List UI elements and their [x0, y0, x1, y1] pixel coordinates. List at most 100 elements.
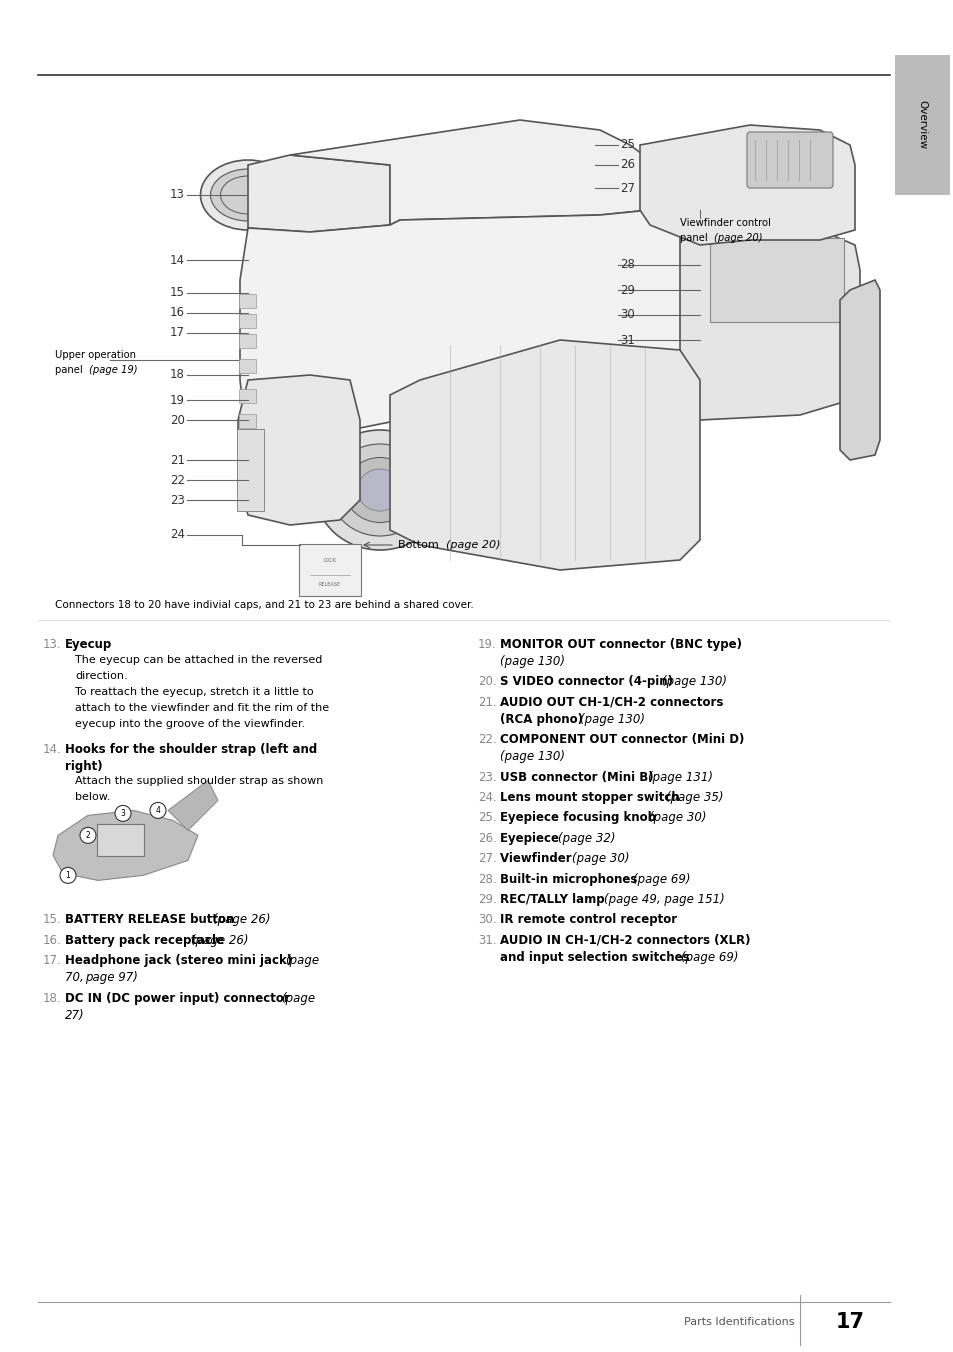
Text: Built-in microphones: Built-in microphones	[499, 872, 640, 886]
Text: 24: 24	[170, 529, 185, 542]
Text: below.: below.	[75, 792, 111, 802]
Circle shape	[60, 868, 76, 883]
Circle shape	[150, 802, 166, 818]
Text: (RCA phono): (RCA phono)	[499, 713, 586, 726]
Text: 20: 20	[170, 414, 185, 426]
Text: (page 130): (page 130)	[499, 750, 564, 763]
Text: 31.: 31.	[477, 934, 497, 946]
Text: 19.: 19.	[477, 638, 497, 652]
Ellipse shape	[345, 457, 415, 522]
Text: 16: 16	[170, 307, 185, 319]
Text: RELEASE: RELEASE	[318, 583, 340, 588]
Text: AUDIO OUT CH-1/CH-2 connectors: AUDIO OUT CH-1/CH-2 connectors	[499, 696, 722, 708]
Text: 14: 14	[170, 254, 185, 266]
Text: USB connector (Mini B): USB connector (Mini B)	[499, 771, 657, 784]
Circle shape	[80, 827, 96, 844]
Text: 17: 17	[835, 1311, 863, 1332]
Text: MONITOR OUT connector (BNC type): MONITOR OUT connector (BNC type)	[499, 638, 741, 652]
Text: REC/TALLY lamp: REC/TALLY lamp	[499, 894, 608, 906]
Text: LOCK: LOCK	[323, 557, 336, 562]
Text: 13: 13	[170, 188, 185, 201]
Text: 18: 18	[170, 369, 185, 381]
Text: 2: 2	[86, 831, 91, 840]
Text: (page 69): (page 69)	[680, 950, 738, 964]
Text: DC IN (DC power input) connector: DC IN (DC power input) connector	[65, 991, 294, 1005]
Text: 4: 4	[155, 806, 160, 815]
Polygon shape	[248, 155, 390, 233]
Text: 14.: 14.	[43, 742, 62, 756]
Text: 17.: 17.	[43, 955, 62, 967]
Polygon shape	[840, 280, 879, 460]
Text: (page 35): (page 35)	[665, 791, 722, 804]
FancyBboxPatch shape	[239, 334, 255, 347]
Polygon shape	[168, 780, 218, 830]
Text: 1: 1	[66, 871, 71, 880]
Ellipse shape	[357, 469, 402, 511]
Text: and input selection switches: and input selection switches	[499, 950, 693, 964]
Text: Headphone jack (stereo mini jack): Headphone jack (stereo mini jack)	[65, 955, 296, 967]
Text: 21.: 21.	[477, 696, 497, 708]
Ellipse shape	[330, 443, 430, 535]
Text: (page 30): (page 30)	[572, 852, 629, 865]
Text: 17: 17	[170, 326, 185, 339]
Text: (page 130): (page 130)	[661, 676, 726, 688]
Text: 30: 30	[619, 308, 634, 322]
Text: 31: 31	[619, 334, 634, 346]
FancyBboxPatch shape	[894, 55, 949, 195]
Text: AUDIO IN CH-1/CH-2 connectors (XLR): AUDIO IN CH-1/CH-2 connectors (XLR)	[499, 934, 750, 946]
Polygon shape	[679, 220, 859, 420]
Text: (page 32): (page 32)	[558, 831, 615, 845]
FancyBboxPatch shape	[97, 825, 144, 856]
Text: 25: 25	[619, 138, 634, 151]
Text: 21: 21	[170, 453, 185, 466]
Ellipse shape	[211, 169, 285, 220]
Polygon shape	[240, 210, 700, 450]
Text: 26: 26	[619, 158, 635, 172]
Text: The eyecup can be attached in the reversed: The eyecup can be attached in the revers…	[75, 654, 322, 665]
Text: 70,: 70,	[65, 971, 88, 984]
Text: (page 20): (page 20)	[446, 539, 500, 550]
Text: 25.: 25.	[477, 811, 497, 825]
Text: attach to the viewfinder and fit the rim of the: attach to the viewfinder and fit the rim…	[75, 703, 329, 713]
Text: eyecup into the groove of the viewfinder.: eyecup into the groove of the viewfinder…	[75, 719, 305, 729]
FancyBboxPatch shape	[239, 360, 255, 373]
Text: Battery pack receptacle: Battery pack receptacle	[65, 934, 228, 946]
Text: Eyecup: Eyecup	[65, 638, 112, 652]
Text: 13.: 13.	[43, 638, 62, 652]
Text: (page 26): (page 26)	[213, 914, 271, 926]
Polygon shape	[290, 120, 649, 224]
Text: 18.: 18.	[43, 991, 62, 1005]
Text: 15: 15	[170, 287, 185, 300]
Text: (page 19): (page 19)	[89, 365, 137, 375]
Text: Overview: Overview	[916, 100, 926, 150]
Text: (page: (page	[285, 955, 319, 967]
FancyBboxPatch shape	[239, 314, 255, 329]
Text: 30.: 30.	[477, 914, 496, 926]
Text: panel: panel	[679, 233, 710, 243]
Text: 27: 27	[619, 181, 635, 195]
Text: (page: (page	[281, 991, 314, 1005]
Ellipse shape	[200, 160, 295, 230]
Text: Eyepiece: Eyepiece	[499, 831, 562, 845]
FancyBboxPatch shape	[709, 238, 843, 322]
Text: (page 49, page 151): (page 49, page 151)	[603, 894, 724, 906]
Text: Viewfinder: Viewfinder	[499, 852, 576, 865]
FancyBboxPatch shape	[239, 293, 255, 308]
Text: page 97): page 97)	[85, 971, 138, 984]
Text: 29: 29	[619, 284, 635, 296]
Text: panel: panel	[55, 365, 86, 375]
Text: (page 30): (page 30)	[648, 811, 706, 825]
Text: Parts Identifications: Parts Identifications	[684, 1317, 794, 1328]
FancyBboxPatch shape	[239, 414, 255, 429]
Text: 15.: 15.	[43, 914, 62, 926]
Text: S VIDEO connector (4-pin): S VIDEO connector (4-pin)	[499, 676, 677, 688]
FancyBboxPatch shape	[236, 429, 264, 511]
FancyBboxPatch shape	[298, 544, 360, 596]
Text: Attach the supplied shoulder strap as shown: Attach the supplied shoulder strap as sh…	[75, 776, 323, 786]
Text: Upper operation: Upper operation	[55, 350, 136, 360]
Text: 29.: 29.	[477, 894, 497, 906]
Text: 23.: 23.	[477, 771, 497, 784]
Text: Bottom: Bottom	[397, 539, 442, 550]
Text: IR remote control receptor: IR remote control receptor	[499, 914, 677, 926]
Text: 24.: 24.	[477, 791, 497, 804]
